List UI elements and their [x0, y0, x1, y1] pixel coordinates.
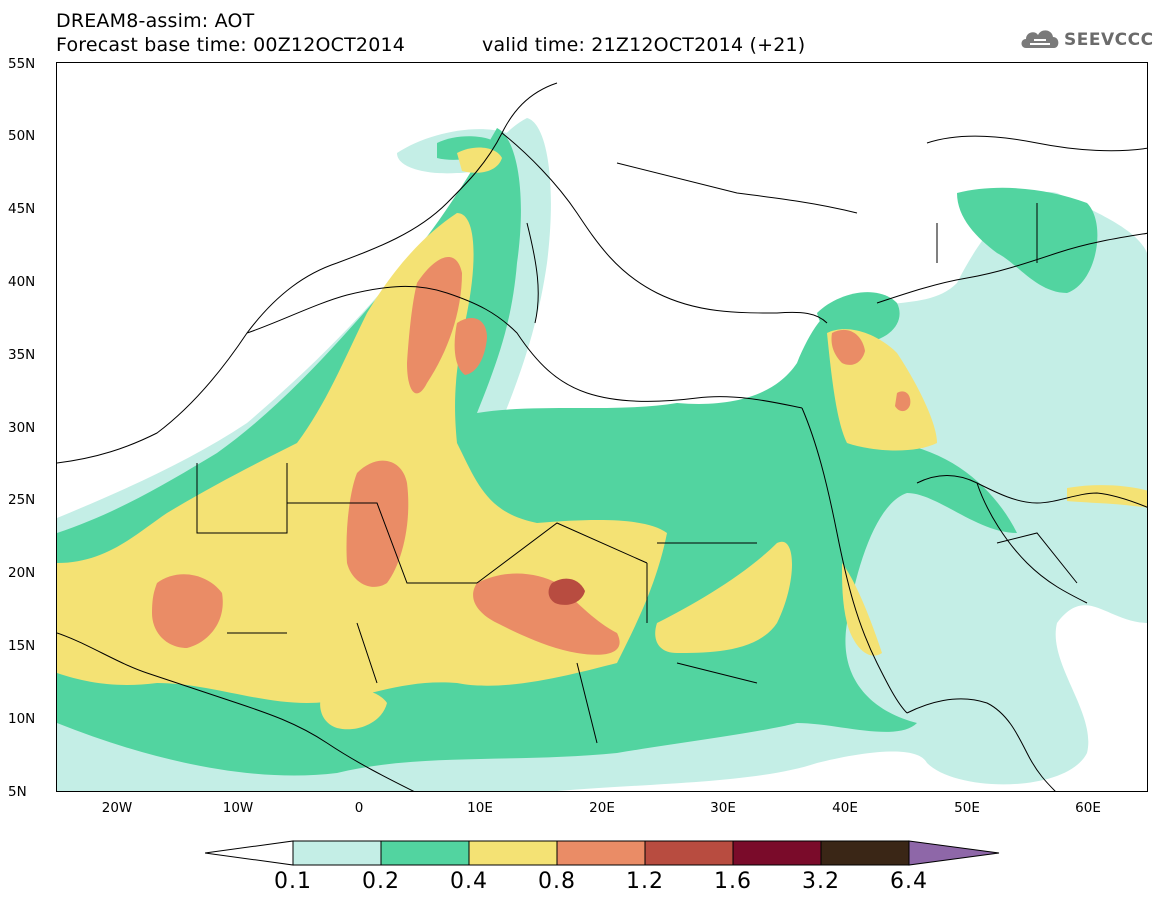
lat-label-30n: 30N — [8, 420, 36, 436]
lon-label-20e: 20E — [589, 800, 615, 816]
logo-text: SEEVCCC — [1064, 30, 1154, 50]
lat-label-5n: 5N — [8, 784, 27, 800]
forecast-base-time: Forecast base time: 00Z12OCT2014 — [56, 34, 406, 56]
lat-label-10n: 10N — [8, 711, 36, 727]
legend-label-0.2: 0.2 — [362, 869, 400, 894]
legend-label-3.2: 3.2 — [802, 869, 840, 894]
aot-map-canvas — [57, 82, 1147, 791]
cloud-icon — [1021, 30, 1059, 48]
lat-label-50n: 50N — [8, 128, 36, 144]
legend-label-6.4: 6.4 — [890, 869, 928, 894]
lon-label-0: 0 — [354, 800, 364, 816]
legend-label-0.1: 0.1 — [274, 869, 312, 894]
lat-label-25n: 25N — [8, 492, 36, 508]
legend-label-1.2: 1.2 — [626, 869, 664, 894]
legend-label-0.4: 0.4 — [450, 869, 488, 894]
aot-band-0.8 — [152, 256, 911, 655]
aot-map — [56, 62, 1148, 792]
lat-label-35n: 35N — [8, 347, 36, 363]
valid-time: valid time: 21Z12OCT2014 (+21) — [482, 34, 806, 56]
lon-label-10e: 10E — [467, 800, 493, 816]
legend-label-1.6: 1.6 — [714, 869, 752, 894]
color-bar — [204, 840, 1000, 866]
lat-label-55n: 55N — [8, 56, 36, 72]
color-legend — [204, 838, 1000, 868]
lon-label-30e: 30E — [710, 800, 736, 816]
legend-label-0.8: 0.8 — [538, 869, 576, 894]
lon-label-40e: 40E — [832, 800, 858, 816]
lon-label-10w: 10W — [222, 800, 254, 816]
lon-label-60e: 60E — [1075, 800, 1101, 816]
lat-label-40n: 40N — [8, 274, 36, 290]
lon-label-20w: 20W — [101, 800, 133, 816]
lat-label-45n: 45N — [8, 201, 36, 217]
lat-label-15n: 15N — [8, 638, 36, 654]
coastlines — [57, 82, 1147, 791]
map-title: DREAM8-assim: AOT — [56, 10, 255, 32]
lat-label-20n: 20N — [8, 565, 36, 581]
aot-band-1.2 — [548, 578, 585, 605]
seevccc-logo: SEEVCCC — [1018, 24, 1158, 54]
lon-label-50e: 50E — [954, 800, 980, 816]
